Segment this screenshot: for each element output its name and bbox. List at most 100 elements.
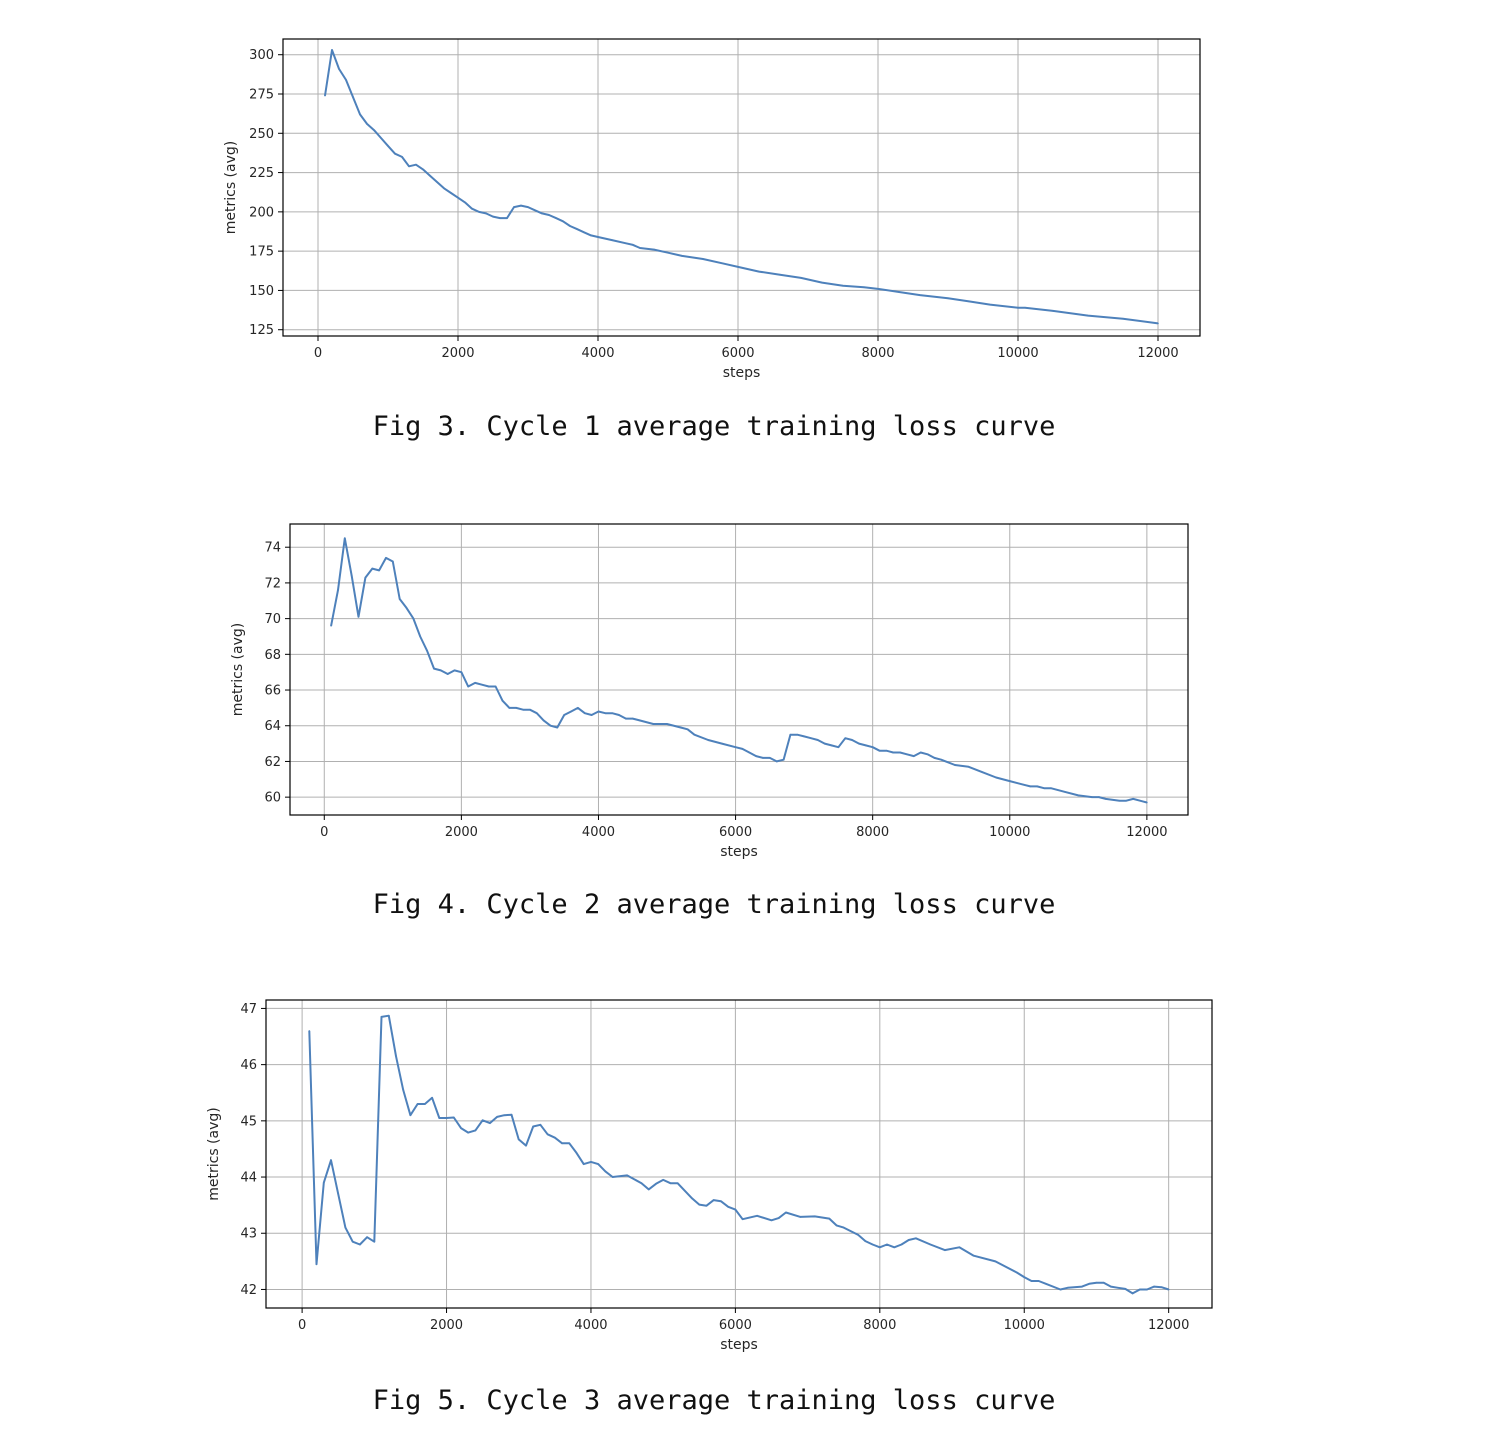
data-point [478,211,480,213]
data-point [597,236,599,238]
x-tick-label: 10000 [997,346,1038,361]
data-point [835,1224,838,1227]
data-point [968,300,970,303]
data-point [1139,799,1141,802]
data-point [789,733,792,736]
data-point [412,617,415,620]
data-point [737,266,739,268]
grid-lines [266,1000,1212,1308]
data-point [485,212,487,215]
figure-caption-4: Fig 4. Cycle 2 average training loss cur… [372,889,1056,920]
data-point [378,569,380,572]
data-point [898,291,900,293]
data-point [886,1243,888,1246]
grid-lines [290,524,1188,815]
data-point [583,231,585,234]
x-tick-label: 12000 [1148,1318,1189,1333]
data-point [1050,787,1052,789]
data-point [893,1246,896,1249]
data-point [570,710,572,713]
data-point [919,751,922,754]
data-point [457,196,459,199]
x-tick-label: 6000 [719,825,752,840]
y-tick-label: 70 [264,612,281,627]
data-point [727,1206,729,1208]
data-point [1088,1283,1090,1285]
data-point [817,739,819,741]
data-point [1167,1288,1170,1291]
data-point [702,258,704,260]
data-point [401,156,403,158]
data-point [723,262,725,265]
y-axis-label: metrics (avg) [230,623,246,717]
data-point [878,749,881,752]
data-point [446,673,449,675]
y-tick-label: 150 [249,284,274,299]
x-tick-label: 4000 [581,346,614,361]
data-point [371,567,374,570]
data-point [359,1243,361,1246]
data-point [496,1116,498,1118]
data-point [395,1055,397,1057]
x-axis-label: steps [720,844,758,860]
data-point [662,1179,664,1181]
y-tick-label: 200 [249,205,274,220]
series-line [308,1014,1170,1295]
data-point [1037,1280,1040,1282]
x-axis-label: steps [723,365,761,381]
data-point [388,1014,390,1017]
data-point [503,1114,506,1116]
data-point [863,286,865,289]
y-tick-label: 225 [249,166,274,181]
data-point [576,228,578,230]
data-point [416,1103,419,1105]
data-point [422,168,424,171]
data-point [639,247,641,249]
data-point [536,712,538,714]
data-point [775,760,778,763]
data-point [344,537,346,540]
data-point [666,723,668,725]
x-tick-label: 4000 [582,825,615,840]
data-point [698,1203,701,1206]
data-point [907,1239,910,1241]
figure-caption-3: Fig 3. Cycle 1 average training loss cur… [372,411,1056,442]
data-point [554,1136,556,1139]
data-point [720,1200,722,1202]
data-point [488,685,490,688]
data-point [837,746,840,748]
data-point [548,214,550,216]
data-point [438,1117,441,1119]
data-point [308,1030,311,1032]
x-tick-label: 4000 [574,1318,607,1333]
data-point [707,739,709,741]
data-point [1102,1281,1105,1284]
data-point [842,284,844,287]
data-point [1017,306,1019,309]
data-point [995,776,997,779]
data-point [871,746,874,748]
data-point [426,650,428,652]
data-point [632,244,634,246]
data-point [933,757,936,759]
data-point [501,699,504,702]
data-point [758,270,760,273]
data-point [1059,1288,1062,1291]
data-point [515,707,517,709]
data-point [879,1246,881,1249]
data-point [405,607,408,609]
data-point [1153,1285,1155,1288]
data-point [830,744,833,747]
data-point [842,1226,845,1229]
data-point [568,1142,571,1145]
data-point [402,1089,405,1091]
series-points [324,49,1159,325]
data-point [555,217,557,219]
data-point [345,79,347,81]
data-point [409,1114,412,1116]
data-point [1095,1281,1098,1284]
data-point [604,1170,607,1173]
x-tick-label: 0 [320,825,328,840]
y-tick-label: 72 [264,576,281,591]
data-point [330,1159,332,1161]
